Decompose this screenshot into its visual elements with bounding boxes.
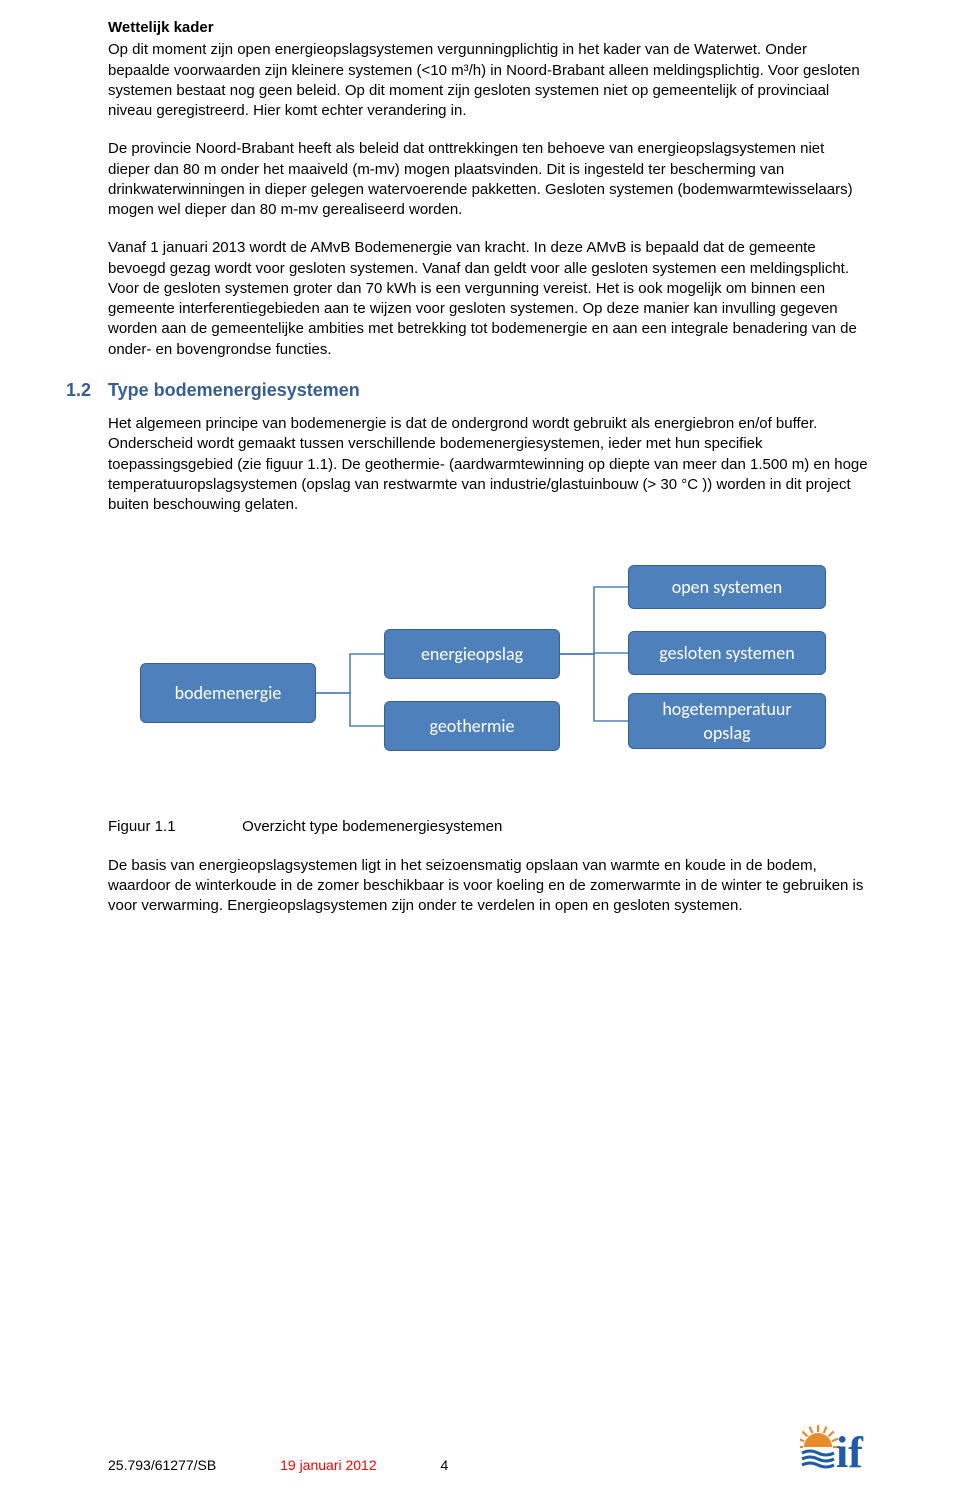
paragraph: Het algemeen principe van bodemenergie i… bbox=[108, 414, 870, 515]
heading-text: Type bodemenergiesystemen bbox=[108, 378, 360, 402]
heading-number: 1.2 bbox=[66, 378, 108, 402]
footer-left: 25.793/61277/SB 19 januari 2012 4 bbox=[108, 1456, 448, 1475]
footer-date: 19 januari 2012 bbox=[280, 1457, 377, 1473]
figure-caption: Figuur 1.1 Overzicht type bodemenergiesy… bbox=[108, 817, 870, 837]
footer-doc-id: 25.793/61277/SB bbox=[108, 1457, 216, 1473]
figure-label: Figuur 1.1 bbox=[108, 817, 238, 837]
diagram-node-geothermie: geothermie bbox=[384, 701, 560, 751]
page-footer: 25.793/61277/SB 19 januari 2012 4 if bbox=[108, 1419, 870, 1475]
paragraph: Op dit moment zijn open energieopslagsys… bbox=[108, 40, 870, 121]
document-page: Wettelijk kader Op dit moment zijn open … bbox=[0, 0, 960, 1499]
svg-text:if: if bbox=[836, 1428, 864, 1475]
footer-page-number: 4 bbox=[441, 1457, 449, 1473]
logo: if bbox=[800, 1419, 870, 1475]
section-title: Wettelijk kader bbox=[108, 18, 870, 38]
diagram-node-bodemenergie: bodemenergie bbox=[140, 663, 316, 723]
section-heading: 1.2 Type bodemenergiesystemen bbox=[66, 378, 870, 402]
diagram-bodemenergie: bodemenergie energieopslag geothermie open … bbox=[108, 533, 848, 813]
paragraph: Vanaf 1 januari 2013 wordt de AMvB Bodem… bbox=[108, 238, 870, 360]
paragraph: De basis van energieopslagsystemen ligt … bbox=[108, 856, 870, 917]
figure-caption-text: Overzicht type bodemenergiesystemen bbox=[242, 818, 502, 835]
diagram-node-gesloten: gesloten systemen bbox=[628, 631, 826, 675]
paragraph: De provincie Noord-Brabant heeft als bel… bbox=[108, 139, 870, 220]
diagram-node-open: open systemen bbox=[628, 565, 826, 609]
diagram-node-energieopslag: energieopslag bbox=[384, 629, 560, 679]
logo-icon: if bbox=[800, 1419, 870, 1475]
diagram-node-hogetemp: hogetemperatuur opslag bbox=[628, 693, 826, 749]
